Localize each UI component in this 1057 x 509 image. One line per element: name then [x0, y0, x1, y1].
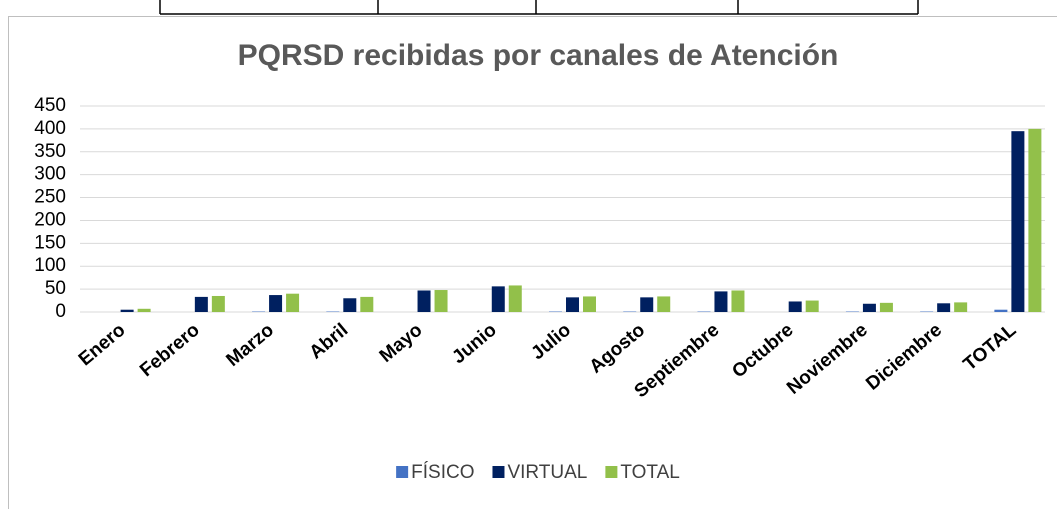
bar [120, 309, 134, 312]
bar [508, 285, 522, 312]
bar [1011, 131, 1025, 312]
chart-frame [8, 16, 1057, 509]
bar [211, 295, 225, 312]
legend-label: VIRTUAL [507, 462, 587, 483]
y-tick-label: 450 [34, 95, 66, 116]
bar [788, 301, 802, 312]
bar [640, 297, 654, 312]
bar [269, 295, 283, 312]
y-tick-label: 300 [34, 164, 66, 185]
legend-swatch [396, 466, 409, 478]
y-tick-label: 350 [34, 141, 66, 162]
bar [805, 300, 819, 312]
bar [714, 291, 728, 312]
bar [862, 303, 876, 312]
legend: FÍSICO VIRTUAL TOTAL [396, 462, 680, 483]
bar [360, 296, 374, 312]
bar [566, 297, 579, 312]
top-table-fragment [159, 0, 919, 15]
bar [491, 286, 505, 312]
y-tick-label: 400 [34, 118, 66, 139]
y-tick-label: 50 [45, 278, 66, 299]
bar [343, 298, 357, 312]
bar [937, 303, 951, 312]
bar [1028, 128, 1042, 312]
bar [137, 308, 151, 312]
bar [879, 302, 893, 312]
y-tick-label: 250 [34, 187, 66, 208]
bar [994, 309, 1008, 312]
bar [954, 302, 968, 312]
chart-title: PQRSD recibidas por canales de Atención [238, 39, 839, 72]
y-tick-label: 150 [34, 232, 66, 253]
legend-label: TOTAL [620, 462, 679, 483]
bar [286, 293, 300, 312]
bar [657, 296, 671, 312]
bar [194, 296, 208, 312]
y-tick-label: 200 [34, 209, 66, 230]
legend-swatch [605, 466, 618, 478]
bar [583, 296, 596, 312]
y-tick-label: 100 [34, 255, 66, 276]
legend-swatch [492, 466, 505, 478]
bar [731, 290, 745, 312]
bar [417, 290, 431, 312]
y-tick-label: 0 [55, 301, 66, 322]
legend-label: FÍSICO [411, 462, 474, 483]
bar [434, 290, 448, 312]
